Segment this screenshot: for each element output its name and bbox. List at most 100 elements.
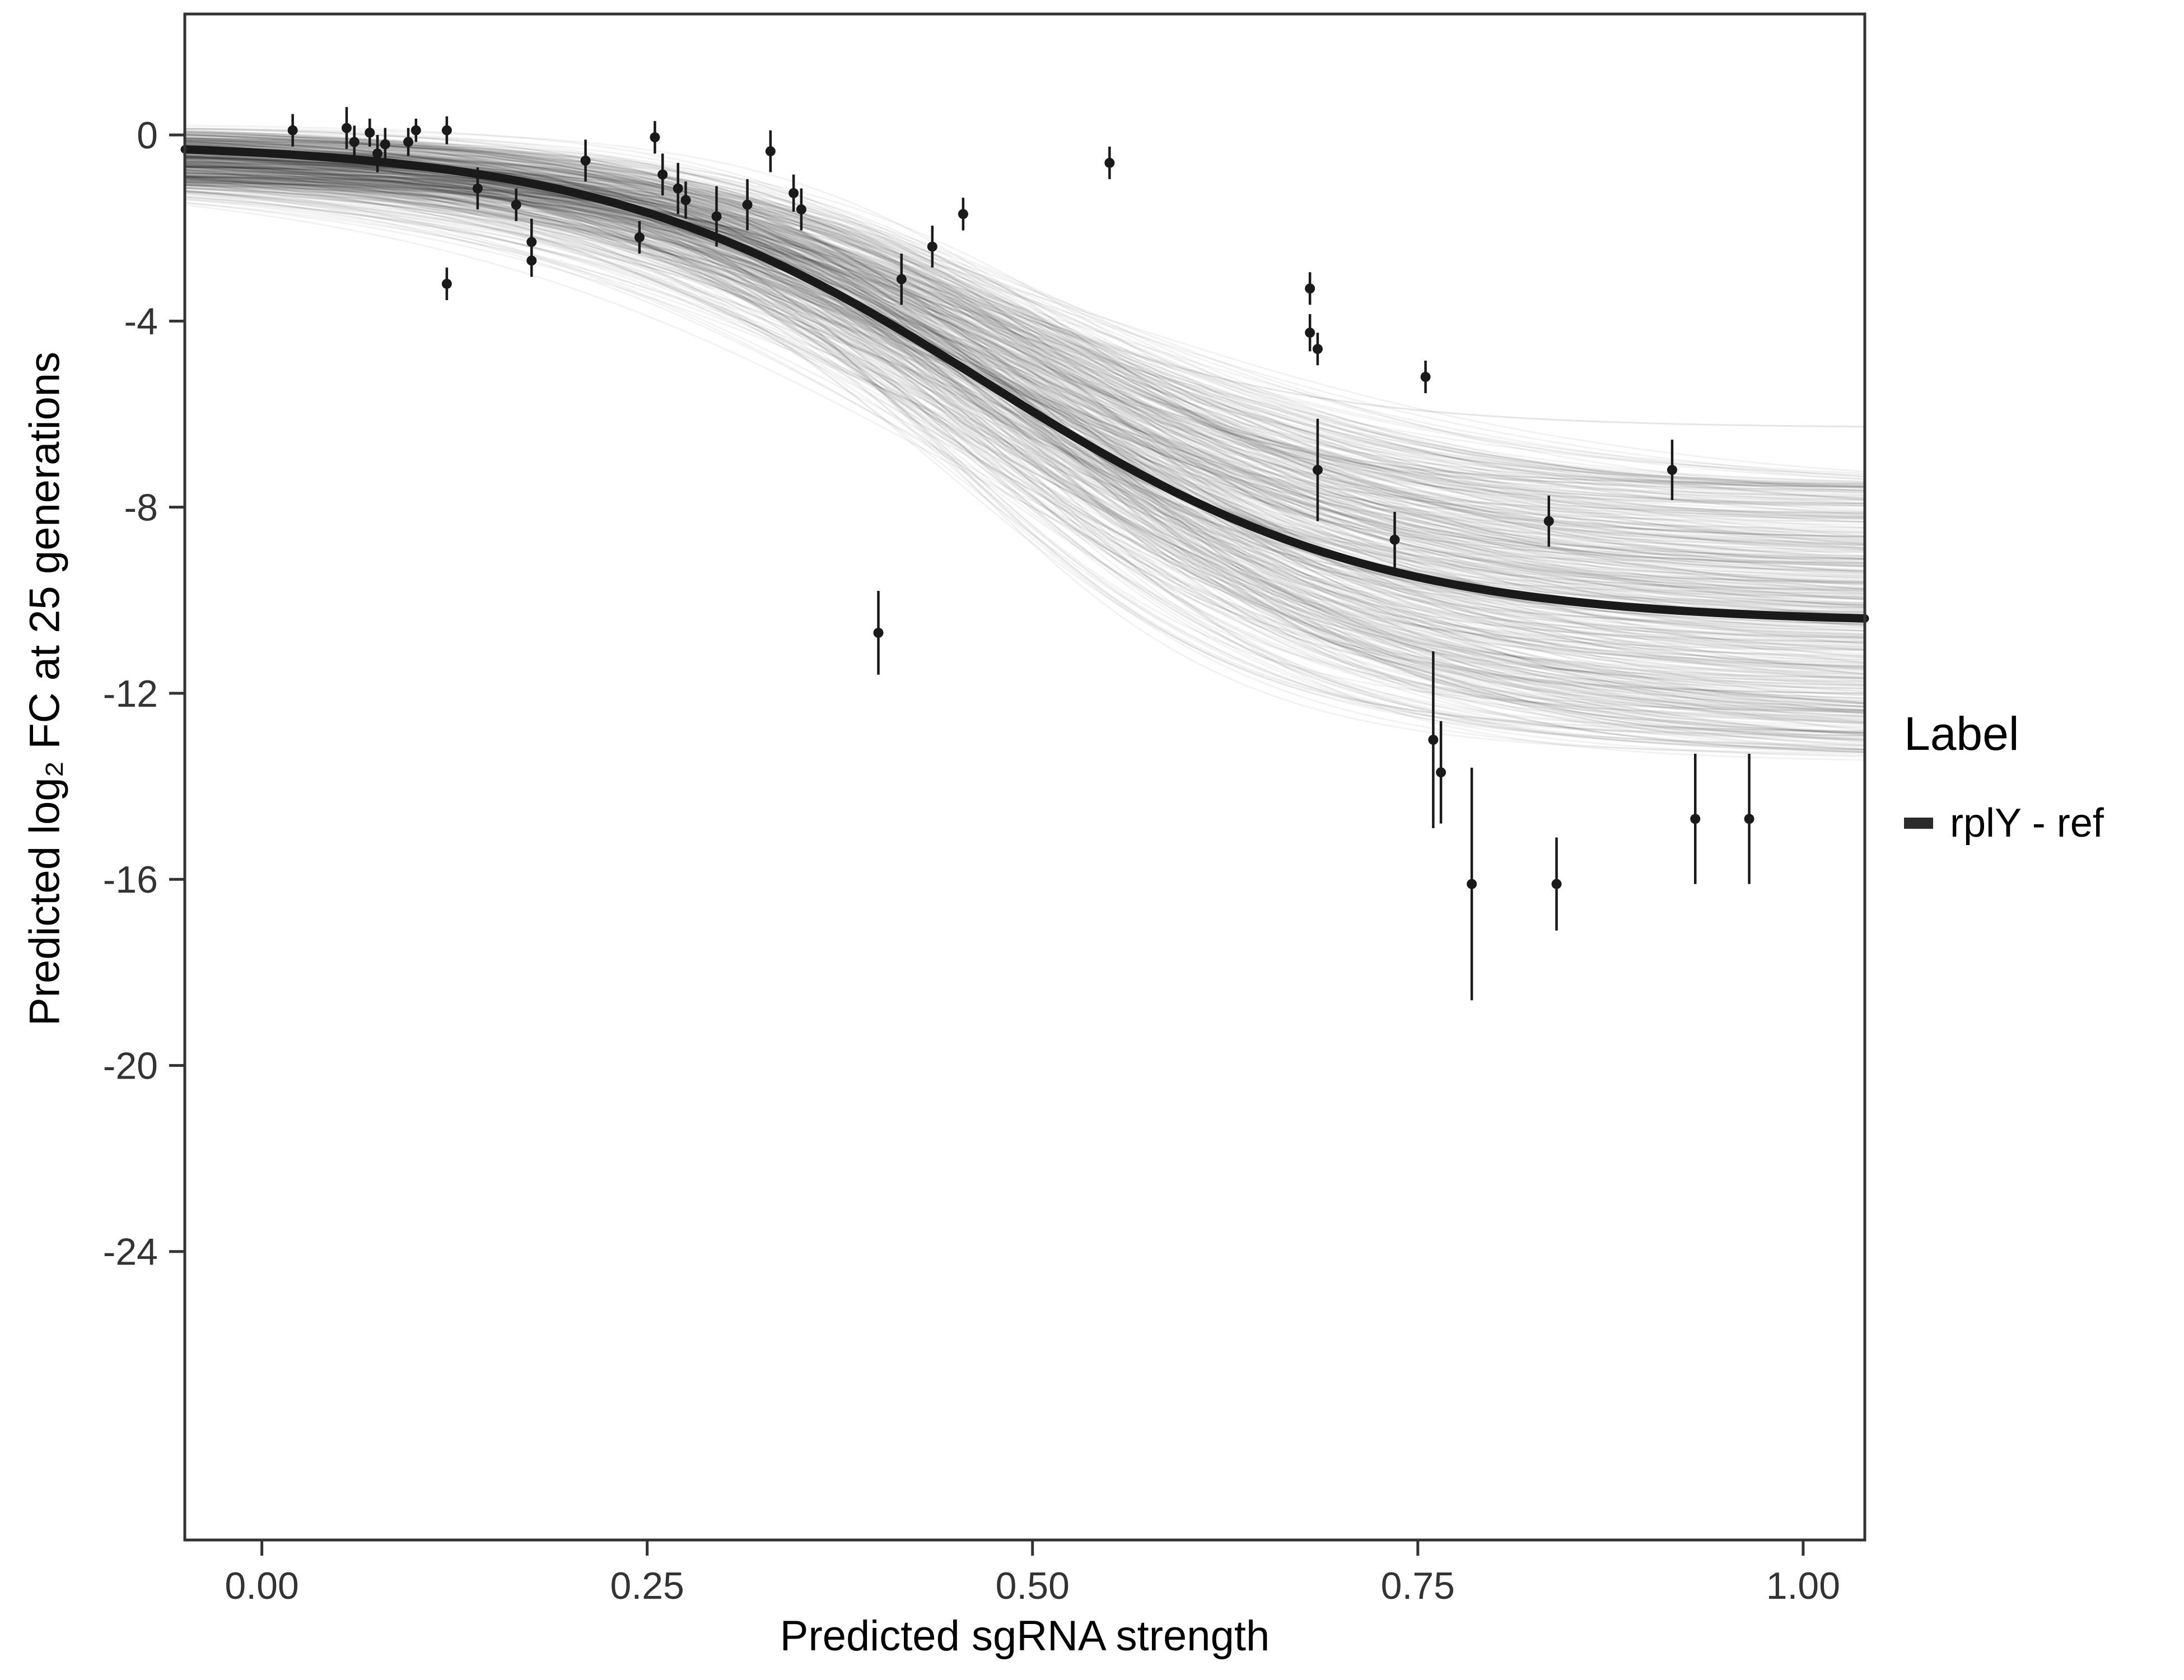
y-tick-label: -24 xyxy=(103,1231,158,1273)
posterior-draw xyxy=(184,181,1865,584)
data-point xyxy=(1305,283,1315,294)
posterior-draw xyxy=(184,162,1865,494)
posterior-draw xyxy=(184,161,1865,567)
posterior-draw xyxy=(184,186,1865,599)
data-point xyxy=(1312,344,1323,354)
data-point xyxy=(1690,814,1701,824)
panel-border xyxy=(183,12,1866,1542)
posterior-draw xyxy=(184,187,1865,585)
data-point xyxy=(796,204,806,214)
posterior-draw xyxy=(184,164,1865,566)
data-point xyxy=(403,137,414,147)
posterior-draw xyxy=(184,155,1865,478)
posterior-draw xyxy=(184,181,1865,727)
posterior-draw xyxy=(184,145,1865,480)
posterior-draw xyxy=(184,148,1865,699)
posterior-draw xyxy=(184,130,1865,673)
posterior-draw xyxy=(184,169,1865,598)
posterior-draw xyxy=(184,176,1865,572)
posterior-draw xyxy=(184,165,1865,598)
posterior-draw xyxy=(184,150,1865,515)
posterior-draw xyxy=(184,130,1865,694)
y-tick-label: -20 xyxy=(103,1044,158,1087)
data-point xyxy=(927,241,937,252)
posterior-draw xyxy=(184,179,1865,707)
posterior-draw xyxy=(184,157,1865,540)
posterior-draw xyxy=(184,161,1865,704)
posterior-draw xyxy=(184,171,1865,641)
posterior-draw xyxy=(184,180,1865,636)
posterior-draw xyxy=(184,166,1865,514)
posterior-draw xyxy=(184,137,1865,559)
posterior-draw xyxy=(184,176,1865,500)
posterior-draw xyxy=(184,155,1865,575)
data-point xyxy=(365,127,375,138)
posterior-draw xyxy=(184,134,1865,699)
posterior-draw xyxy=(184,176,1865,680)
posterior-draw xyxy=(184,175,1865,485)
posterior-draw xyxy=(184,175,1865,680)
posterior-draw xyxy=(184,202,1865,635)
posterior-draw xyxy=(184,155,1865,518)
data-point xyxy=(441,278,452,289)
posterior-draw xyxy=(184,165,1865,695)
x-axis-title: Predicted sgRNA strength xyxy=(780,1612,1270,1660)
posterior-draw xyxy=(184,129,1865,534)
posterior-draw xyxy=(184,169,1865,600)
data-point xyxy=(634,232,645,242)
posterior-draw xyxy=(184,174,1865,547)
posterior-draw xyxy=(184,155,1865,572)
posterior-draw xyxy=(184,130,1865,671)
posterior-draw xyxy=(184,163,1865,598)
posterior-draw xyxy=(184,202,1865,615)
posterior-draw xyxy=(184,150,1865,729)
posterior-draw xyxy=(184,141,1865,550)
posterior-draw xyxy=(184,151,1865,750)
posterior-draw xyxy=(184,166,1865,712)
posterior-draw-outlier xyxy=(184,146,1865,428)
posterior-draw xyxy=(184,132,1865,669)
posterior-draw xyxy=(184,172,1865,529)
posterior-draw xyxy=(184,178,1865,595)
posterior-draw xyxy=(184,148,1865,491)
posterior-draw xyxy=(184,139,1865,734)
posterior-draw xyxy=(184,178,1865,545)
posterior-draw xyxy=(184,128,1865,505)
posterior-draw xyxy=(184,137,1865,608)
posterior-draw xyxy=(184,172,1865,488)
x-tick-label: 1.00 xyxy=(1766,1565,1840,1607)
posterior-draw xyxy=(184,141,1865,499)
posterior-draw xyxy=(184,183,1865,564)
posterior-draw xyxy=(184,175,1865,672)
posterior-draw xyxy=(184,181,1865,575)
posterior-draw xyxy=(184,179,1865,514)
posterior-draw xyxy=(184,158,1865,702)
posterior-draw xyxy=(184,175,1865,683)
x-tick-label: 0.25 xyxy=(610,1565,684,1607)
posterior-draw xyxy=(184,178,1865,705)
posterior-draw xyxy=(184,158,1865,724)
posterior-draw xyxy=(184,139,1865,637)
posterior-draw xyxy=(184,134,1865,519)
posterior-draw xyxy=(184,169,1865,704)
posterior-draw xyxy=(184,175,1865,498)
posterior-draw xyxy=(184,162,1865,516)
posterior-draw xyxy=(184,152,1865,713)
posterior-draw xyxy=(184,190,1865,724)
posterior-draw xyxy=(184,172,1865,746)
posterior-draw xyxy=(184,184,1865,488)
posterior-draw xyxy=(184,175,1865,544)
posterior-draw xyxy=(184,184,1865,748)
posterior-draw xyxy=(184,143,1865,585)
posterior-draw xyxy=(184,130,1865,626)
posterior-draw xyxy=(184,168,1865,685)
data-point xyxy=(650,132,660,143)
posterior-draw xyxy=(184,132,1865,529)
posterior-draw xyxy=(184,154,1865,734)
posterior-draw xyxy=(184,185,1865,746)
posterior-draw xyxy=(184,152,1865,600)
posterior-draw xyxy=(184,134,1865,735)
posterior-draw xyxy=(184,186,1865,584)
posterior-draw xyxy=(184,164,1865,545)
posterior-draw xyxy=(184,164,1865,550)
